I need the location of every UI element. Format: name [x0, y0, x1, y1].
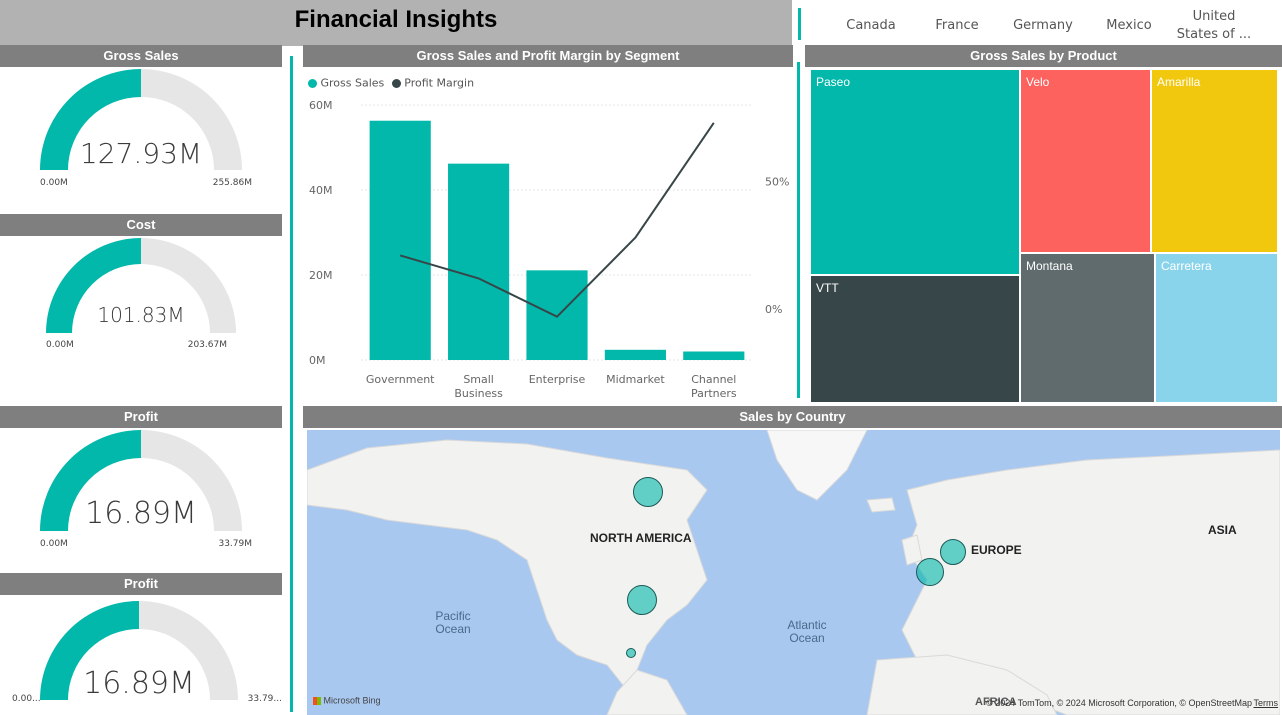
x-tick-label: Enterprise — [529, 373, 586, 386]
gauge-remaining — [141, 238, 236, 333]
map-label-africa: AFRICA — [975, 696, 1017, 708]
map-label-pacific-ocean: Pacific Ocean — [435, 609, 471, 636]
y-left-tick-label: 20M — [309, 269, 333, 282]
treemap-label-vtt: VTT — [816, 281, 839, 295]
profit-margin-line — [399, 122, 715, 318]
bar-government — [369, 120, 431, 360]
treemap-cell-velo[interactable]: Velo — [1020, 69, 1151, 253]
gauge-max-label: 255.86M — [212, 178, 252, 188]
x-tick-label: Small — [463, 373, 494, 386]
gauge-remaining — [141, 69, 242, 170]
gauge-max-label: 33.79M — [218, 539, 252, 549]
y-right-tick-label: 50% — [765, 176, 789, 189]
gauge-fill — [40, 69, 141, 170]
gauge-min-label: 0.00M — [40, 539, 68, 549]
legend-dot-gross-sales — [308, 78, 317, 88]
treemap-label-amarilla: Amarilla — [1157, 75, 1201, 89]
map-bubble-canada[interactable] — [633, 477, 663, 507]
sales-map[interactable]: NORTH AMERICA EUROPE ASIA AFRICA Pacific… — [307, 430, 1280, 715]
combo-chart-header: Gross Sales and Profit Margin by Segment — [303, 45, 793, 67]
gauge-remaining — [141, 430, 242, 531]
gauge-value: 127.93M — [79, 137, 203, 170]
gauge-value: 16.89M — [83, 666, 195, 701]
separator-line — [797, 62, 800, 398]
gauge-fill — [40, 601, 139, 700]
treemap-cell-amarilla[interactable]: Amarilla — [1151, 69, 1278, 253]
map-bubble-mexico[interactable] — [626, 648, 636, 658]
x-tick-label: Channel — [691, 373, 736, 386]
map-land — [307, 430, 1280, 715]
slicer-item-germany[interactable]: Germany — [1013, 18, 1073, 33]
gauge-header: Gross Sales — [0, 45, 282, 67]
treemap-label-paseo: Paseo — [816, 75, 851, 89]
map-terms-link[interactable]: Terms — [1253, 698, 1279, 708]
gauge-value: 101.83M — [97, 303, 185, 327]
bar-midmarket — [604, 349, 666, 360]
map-label-atlantic-ocean: Atlantic Ocean — [787, 618, 827, 645]
legend-label-profit-margin: Profit Margin — [404, 76, 475, 90]
separator-line — [290, 56, 293, 712]
slicer-item-mexico[interactable]: Mexico — [1106, 18, 1152, 33]
gauge-arc — [40, 601, 238, 700]
y-left-tick-label: 40M — [309, 184, 333, 197]
gauge-header: Cost — [0, 214, 282, 236]
map-bubble-germany[interactable] — [940, 539, 966, 565]
map-header: Sales by Country — [303, 406, 1282, 428]
gauge-min-label: 0.00M — [40, 178, 68, 188]
treemap-cell-paseo[interactable]: Paseo — [810, 69, 1020, 275]
x-tick-label: Government — [366, 373, 435, 386]
windows-icon — [313, 696, 321, 705]
combo-chart-legend: Gross Sales Profit Margin — [308, 76, 474, 90]
legend-label-gross-sales: Gross Sales — [320, 76, 385, 90]
title-bar — [0, 0, 792, 46]
map-attribution: © 2024 TomTom, © 2024 Microsoft Corporat… — [986, 698, 1252, 708]
treemap-header: Gross Sales by Product — [805, 45, 1282, 67]
slicer-item-canada[interactable]: Canada — [846, 18, 896, 33]
gauge-arc — [40, 430, 242, 531]
country-slicer: Canada France Germany Mexico United Stat… — [798, 0, 1282, 44]
slicer-item-france[interactable]: France — [935, 18, 979, 33]
treemap: Paseo Velo Amarilla VTT Montana Carreter… — [810, 69, 1278, 403]
treemap-label-velo: Velo — [1026, 75, 1050, 89]
map-bubble-france[interactable] — [916, 558, 944, 586]
treemap-cell-vtt[interactable]: VTT — [810, 275, 1020, 403]
treemap-cell-montana[interactable]: Montana — [1020, 253, 1155, 403]
bar-enterprise — [526, 270, 588, 360]
legend-dot-profit-margin — [391, 78, 401, 88]
map-label-europe: EUROPE — [971, 543, 1022, 557]
gauge-value: 16.89M — [85, 496, 197, 531]
slicer-item-united-states[interactable]: United States of ... — [1176, 9, 1252, 42]
gauge-max-label: 33.79... — [247, 694, 282, 704]
gauge-arc — [46, 238, 236, 333]
x-tick-label: Business — [454, 387, 503, 400]
x-tick-label: Partners — [691, 387, 737, 400]
gauge-header: Profit — [0, 573, 282, 595]
y-right-tick-label: 0% — [765, 303, 782, 316]
slicer-accent — [798, 8, 801, 40]
gauge-min-label: 0.00M — [46, 340, 74, 350]
x-tick-label: Midmarket — [606, 373, 665, 386]
gauge-max-label: 203.67M — [187, 340, 227, 350]
map-label-north-america: NORTH AMERICA — [590, 531, 692, 545]
treemap-label-montana: Montana — [1026, 259, 1073, 273]
treemap-label-carretera: Carretera — [1161, 259, 1212, 273]
y-left-tick-label: 0M — [309, 354, 326, 367]
bar-channel-partners — [683, 351, 745, 360]
bing-logo: Microsoft Bing — [313, 695, 381, 706]
map-bubble-united-states-of-america[interactable] — [627, 585, 657, 615]
gauge-min-label: 0.00... — [12, 694, 41, 704]
map-label-asia: ASIA — [1208, 523, 1237, 537]
gauge-fill — [46, 238, 141, 333]
gauge-header: Profit — [0, 406, 282, 428]
bing-logo-text: Microsoft Bing — [323, 695, 381, 706]
gauge-arc — [40, 69, 242, 170]
report-title: Financial Insights — [294, 6, 498, 33]
treemap-cell-carretera[interactable]: Carretera — [1155, 253, 1278, 403]
gauge-remaining — [139, 601, 238, 700]
gauge-fill — [40, 430, 141, 531]
bar-small-business — [448, 163, 510, 360]
y-left-tick-label: 60M — [309, 99, 333, 112]
